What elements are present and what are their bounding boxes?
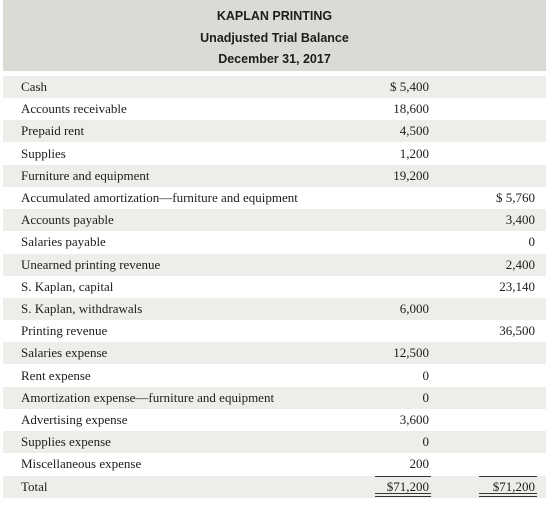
account-name: Rent expense [21, 367, 91, 383]
table-row: Rent expense 0 [3, 365, 546, 387]
debit-amount: 6,000 [399, 301, 429, 316]
table-row: Supplies expense 0 [3, 431, 546, 454]
total-row: Total $71,200 $71,200 [3, 475, 546, 498]
account-name: Miscellaneous expense [21, 456, 142, 472]
report-header: KAPLAN PRINTING Unadjusted Trial Balance… [3, 0, 546, 71]
account-name: Printing revenue [21, 323, 108, 339]
account-name: Salaries payable [21, 234, 106, 250]
account-name: Advertising expense [21, 412, 128, 427]
debit-amount: $71,200 [386, 478, 429, 494]
table-row: Printing revenue 36,500 [3, 320, 546, 342]
debit-total-double-rule [375, 492, 431, 497]
debit-amount: 18,600 [393, 101, 429, 117]
table-row: Accounts receivable 18,600 [3, 98, 546, 120]
credit-amount: 0 [528, 234, 536, 250]
credit-amount: 3,400 [505, 212, 535, 228]
debit-amount: 19,200 [393, 167, 429, 183]
table-row: Salaries payable 0 [3, 231, 546, 253]
account-name: Cash [21, 79, 47, 94]
table-row: Amortization expense—furniture and equip… [3, 386, 546, 409]
table-row: Accumulated amortization—furniture and e… [3, 187, 546, 209]
debit-amount: 1,200 [399, 145, 429, 161]
table-row: Supplies 1,200 [3, 143, 546, 165]
debit-amount: $ 5,400 [390, 79, 429, 94]
account-name: Furniture and equipment [21, 167, 150, 183]
table-row: Prepaid rent 4,500 [3, 120, 546, 143]
account-name: Accounts payable [21, 212, 114, 228]
account-name: Accounts receivable [21, 101, 127, 117]
credit-amount: $71,200 [492, 478, 535, 494]
debit-amount: 4,500 [399, 123, 429, 139]
credit-total-double-rule [479, 492, 537, 497]
account-name: Unearned printing revenue [21, 256, 161, 272]
company-name: KAPLAN PRINTING [216, 9, 333, 23]
report-title: Unadjusted Trial Balance [200, 31, 349, 45]
table-row: Miscellaneous expense 200 [3, 453, 546, 475]
table-row: Unearned printing revenue 2,400 [3, 253, 546, 276]
report-date: December 31, 2017 [218, 52, 331, 66]
credit-amount: $ 5,760 [496, 190, 535, 205]
account-name: Accumulated amortization—furniture and e… [21, 190, 298, 205]
debit-amount: 0 [422, 389, 430, 405]
credit-amount: 2,400 [505, 256, 535, 272]
debit-amount: 3,600 [399, 412, 429, 427]
credit-subtotal-rule [479, 475, 537, 477]
account-name: Supplies expense [21, 434, 111, 450]
table-row: Salaries expense 12,500 [3, 342, 546, 365]
account-name: Total [21, 478, 48, 494]
table-row: Cash $ 5,400 [3, 76, 546, 98]
debit-amount: 200 [409, 456, 430, 472]
account-name: Salaries expense [21, 345, 108, 361]
debit-amount: 0 [422, 434, 430, 450]
account-name: S. Kaplan, capital [21, 278, 114, 294]
account-name: Supplies [21, 145, 66, 161]
credit-amount: 23,140 [499, 278, 535, 294]
account-name: S. Kaplan, withdrawals [21, 301, 143, 316]
debit-amount: 0 [422, 367, 430, 383]
debit-amount: 12,500 [393, 345, 429, 361]
table-row: Furniture and equipment 19,200 [3, 164, 546, 187]
account-name: Prepaid rent [21, 123, 85, 139]
table-row: S. Kaplan, withdrawals 6,000 [3, 298, 546, 320]
debit-subtotal-rule [375, 475, 431, 477]
table-row: S. Kaplan, capital 23,140 [3, 276, 546, 298]
credit-amount: 36,500 [499, 323, 535, 339]
account-name: Amortization expense—furniture and equip… [21, 389, 275, 405]
table-row: Accounts payable 3,400 [3, 209, 546, 232]
table-row: Advertising expense 3,600 [3, 409, 546, 431]
